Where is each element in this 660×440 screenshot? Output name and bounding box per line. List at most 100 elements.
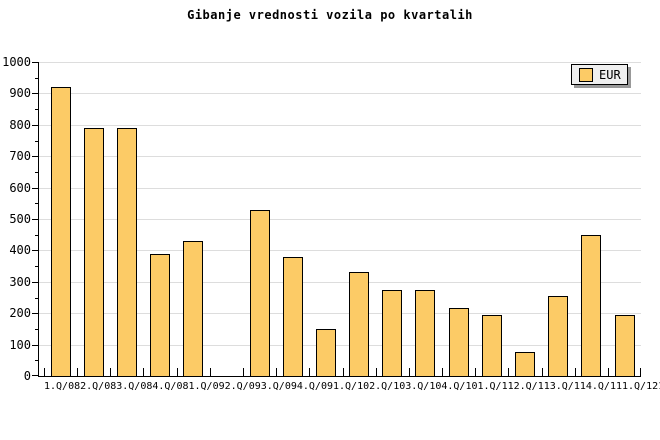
- bar: [150, 254, 171, 376]
- y-tick-label: 800: [9, 117, 31, 132]
- y-tick-label: 100: [9, 337, 31, 352]
- bar-slot: [77, 62, 110, 376]
- x-tick-label-text: 3.Q/11: [549, 381, 586, 392]
- x-tick-label-text: 3.Q/09: [260, 381, 297, 392]
- x-tick-label-text: 1.Q/12: [622, 381, 659, 392]
- x-axis-tick: [342, 368, 344, 376]
- x-tick-label: 1.Q/10: [333, 381, 369, 392]
- bar: [282, 257, 303, 376]
- x-tick-label: 4.Q/10: [441, 381, 477, 392]
- y-tick-label: 200: [9, 306, 31, 321]
- x-tick-label: 4.Q/08: [152, 381, 188, 392]
- x-axis-tick: [441, 368, 443, 376]
- gridline: [39, 250, 641, 252]
- bar: [382, 290, 403, 376]
- y-axis-tick: [32, 93, 38, 95]
- x-tick-label-text: 2.Q/08: [80, 381, 117, 392]
- y-tick-label: 0: [23, 369, 31, 383]
- y-axis-tick: [32, 250, 38, 252]
- y-axis-tick: [35, 203, 38, 205]
- x-tick-label: 2.Q/11: [514, 381, 550, 392]
- x-tick-label-text: 2.Q/10: [369, 381, 406, 392]
- y-axis-tick: [35, 140, 38, 142]
- bar: [581, 235, 602, 376]
- x-axis-tick: [209, 368, 211, 376]
- bar: [249, 210, 270, 376]
- bar: [315, 329, 336, 376]
- x-tick-label-text: 2.Q/11: [513, 381, 550, 392]
- bar-slot: [210, 62, 243, 376]
- x-tick-label-text: 4.Q/11: [585, 381, 622, 392]
- gridline: [39, 124, 641, 126]
- y-axis-tick: [35, 109, 38, 111]
- bar: [614, 315, 635, 376]
- gridline: [39, 62, 641, 63]
- gridline: [39, 344, 641, 346]
- y-axis-tick: [35, 171, 38, 173]
- x-axis-tick: [309, 368, 311, 376]
- legend-label: EUR: [599, 67, 621, 82]
- x-tick-label: 4.Q/09: [297, 381, 333, 392]
- y-axis-tick: [32, 219, 38, 220]
- y-tick-label: 1000: [2, 55, 31, 69]
- x-tick-label: 1.Q/11: [478, 381, 514, 392]
- x-tick-label: 3.Q/09: [261, 381, 297, 392]
- x-tick-label: 1.Q/12: [658, 381, 660, 392]
- bar-slot: [608, 62, 641, 376]
- x-tick-label: 2.Q/10: [369, 381, 405, 392]
- bar: [514, 352, 535, 376]
- bar-slot: [508, 62, 541, 376]
- x-tick-label: 2.Q/08: [80, 381, 116, 392]
- bar: [481, 315, 502, 376]
- chart-title: Gibanje vrednosti vozila po kvartalih: [187, 8, 473, 22]
- legend-swatch-icon: [579, 67, 593, 82]
- bar-slot: [177, 62, 210, 376]
- y-axis-tick: [35, 77, 38, 79]
- bar: [349, 272, 370, 376]
- gridline: [39, 156, 641, 158]
- x-axis-tick: [640, 368, 641, 376]
- x-axis-tick: [242, 368, 244, 376]
- y-axis-tick: [35, 297, 38, 299]
- gridline: [39, 281, 641, 283]
- x-tick-label-text: 1.Q/08: [44, 381, 81, 392]
- bar: [448, 308, 469, 376]
- gridline: [39, 187, 641, 189]
- gridline: [39, 93, 641, 95]
- legend: EUR: [571, 64, 628, 85]
- bar: [50, 87, 71, 376]
- bar-slot: [343, 62, 376, 376]
- x-tick-label-text: 4.Q/08: [152, 381, 189, 392]
- x-tick-label-text: 1.Q/12: [658, 381, 660, 392]
- x-axis-tick: [508, 368, 510, 376]
- bar-slot: [110, 62, 143, 376]
- x-tick-label: 2.Q/09: [225, 381, 261, 392]
- y-axis-tick: [32, 313, 38, 315]
- x-tick-label: 3.Q/08: [116, 381, 152, 392]
- x-tick-label-text: 4.Q/09: [296, 381, 333, 392]
- x-tick-label-text: 3.Q/10: [405, 381, 442, 392]
- bar: [183, 241, 204, 376]
- y-tick-label: 400: [9, 243, 31, 258]
- y-tick-label: 700: [9, 149, 31, 164]
- bar: [83, 128, 104, 376]
- x-tick-label-text: 1.Q/10: [333, 381, 370, 392]
- x-tick-label: 1.Q/08: [44, 381, 80, 392]
- x-tick-label-text: 2.Q/09: [224, 381, 261, 392]
- bar: [116, 128, 137, 376]
- y-tick-label: 500: [9, 212, 31, 226]
- gridline: [39, 313, 641, 315]
- x-axis-tick: [276, 368, 278, 376]
- x-axis-tick: [176, 368, 178, 376]
- x-axis-tick: [607, 368, 609, 376]
- x-axis-tick: [77, 368, 79, 376]
- y-axis-tick: [32, 124, 38, 126]
- bar-slot: [144, 62, 177, 376]
- y-axis-tick: [32, 375, 38, 376]
- y-axis-tick: [32, 281, 38, 283]
- y-tick-label: 600: [9, 180, 31, 195]
- x-tick-label: 3.Q/10: [405, 381, 441, 392]
- y-axis-tick: [35, 360, 38, 362]
- x-tick-label: 3.Q/11: [550, 381, 586, 392]
